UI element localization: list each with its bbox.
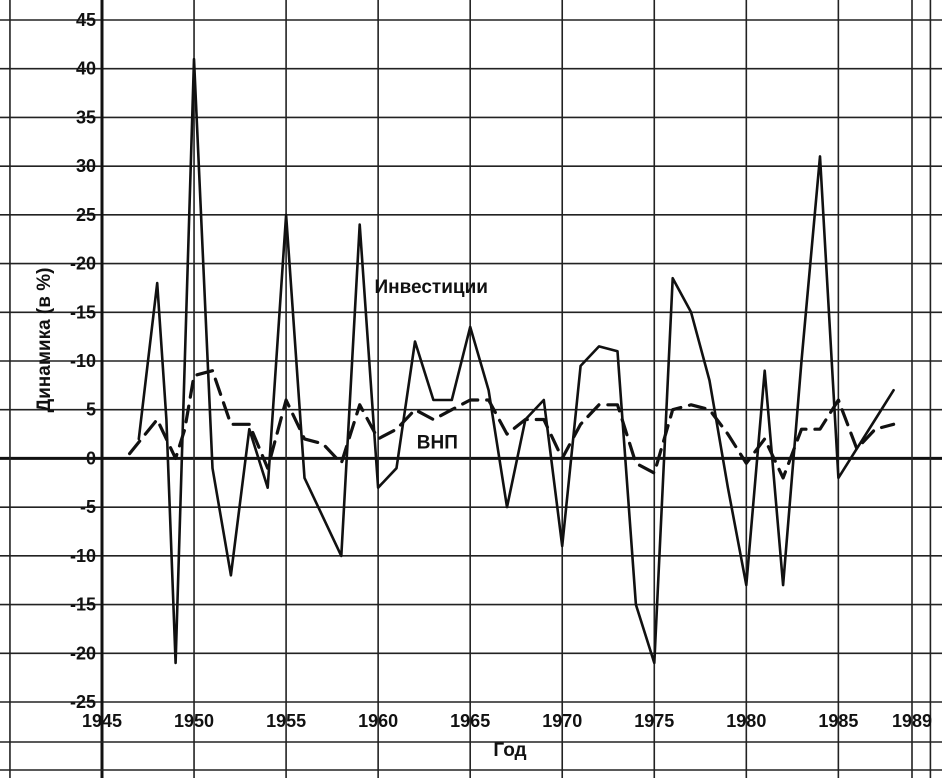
x-tick-label: 1989 (892, 711, 932, 731)
y-tick-label: -20 (70, 643, 96, 663)
y-tick-label: -10 (70, 546, 96, 566)
series-annotations: Инвестиции ВНП (374, 277, 487, 454)
gnp-series-label: ВНП (417, 433, 458, 454)
gnp-series-line (128, 369, 896, 480)
y-tick-label: -20 (70, 254, 96, 274)
y-tick-label: -25 (70, 692, 96, 712)
y-tick-label: -5 (80, 497, 96, 517)
x-tick-label: 1955 (266, 711, 306, 731)
investment-series-line (137, 57, 895, 665)
y-tick-label: 25 (76, 205, 96, 225)
x-tick-label: 1945 (82, 711, 122, 731)
x-tick-label: 1980 (726, 711, 766, 731)
investment-series-label: Инвестиции (374, 277, 487, 298)
x-tick-label: 1965 (450, 711, 490, 731)
y-tick-label: -10 (70, 351, 96, 371)
x-axis-label: Год (493, 740, 526, 761)
x-tick-label: 1960 (358, 711, 398, 731)
y-tick-label: 40 (76, 59, 96, 79)
y-tick-label: -15 (70, 302, 96, 322)
y-tick-label: 30 (76, 156, 96, 176)
y-tick-label: -15 (70, 595, 96, 615)
x-tick-label: 1970 (542, 711, 582, 731)
y-tick-label: 5 (86, 400, 96, 420)
x-tick-label: 1985 (818, 711, 858, 731)
x-tick-labels: 1945 1950 1955 1960 1965 1970 1975 1980 1985 1989 (82, 711, 932, 731)
y-axis-label: Динамика (в %) (34, 268, 55, 413)
y-tick-labels: 45 40 35 30 25 -20 -15 -10 5 0 -5 -10 -15 -20 -25 (70, 10, 96, 712)
y-tick-label: 0 (86, 448, 96, 468)
x-tick-label: 1950 (174, 711, 214, 731)
series-lines (128, 57, 896, 665)
y-tick-label: 45 (76, 10, 96, 30)
x-tick-label: 1975 (634, 711, 674, 731)
y-tick-label: 35 (76, 107, 96, 127)
